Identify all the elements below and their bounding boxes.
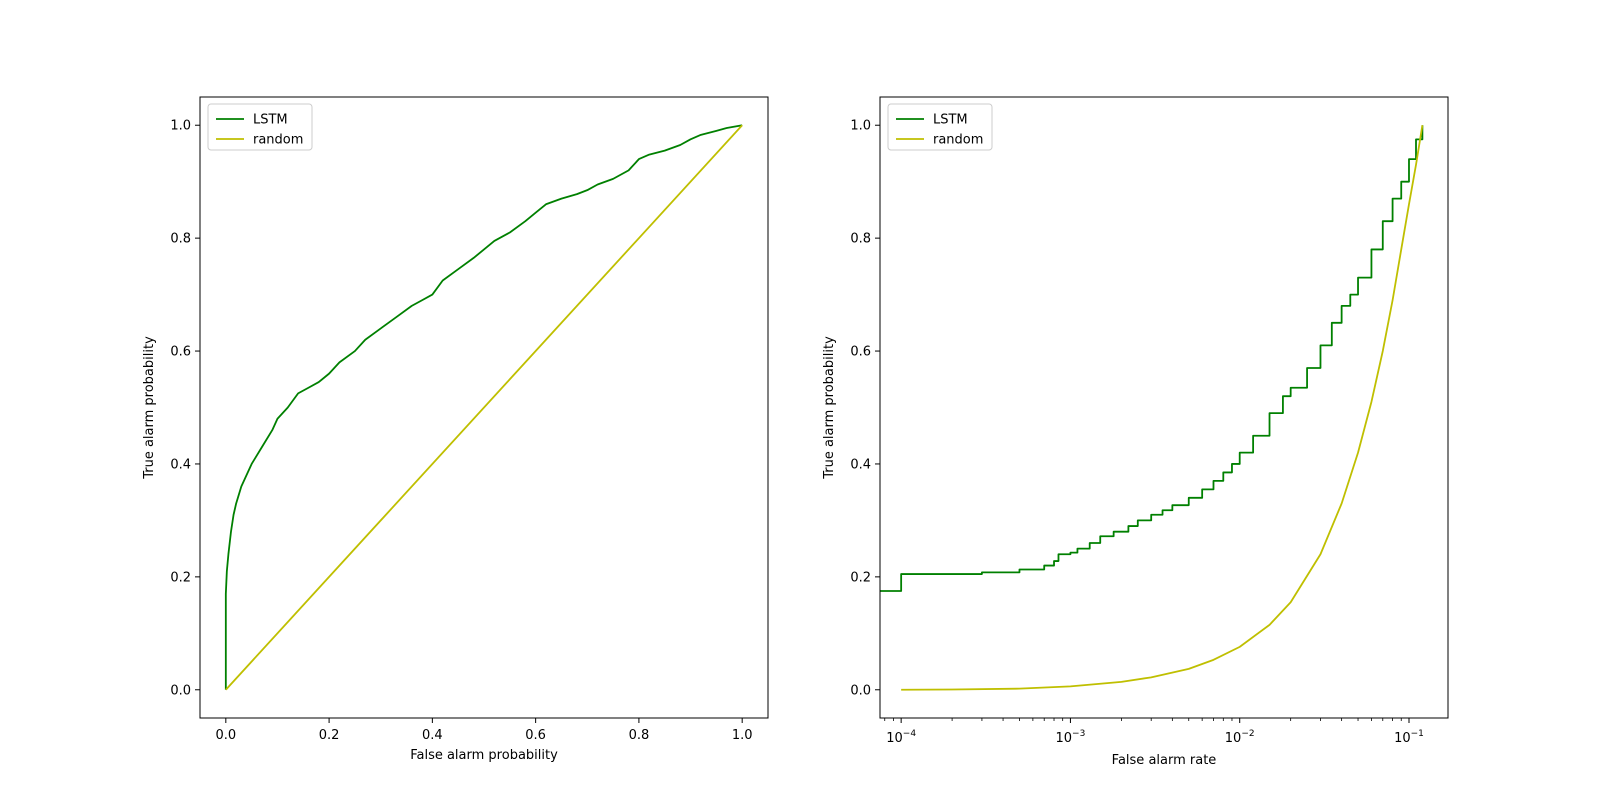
x-tick-label: 10−1 xyxy=(1394,729,1424,746)
y-axis-label: True alarm probability xyxy=(142,336,157,480)
x-tick-label: 0.2 xyxy=(319,728,340,743)
y-tick-label: 1.0 xyxy=(850,119,871,134)
plot-frame xyxy=(879,96,1449,719)
y-tick-label: 0.4 xyxy=(850,457,871,472)
series-line-lstm xyxy=(880,125,1424,592)
x-tick-label: 1.0 xyxy=(732,728,753,743)
x-axis-label: False alarm rate xyxy=(1112,753,1217,768)
legend-label-random: random xyxy=(933,133,983,148)
x-tick-label: 10−3 xyxy=(1056,729,1086,746)
legend: LSTM random xyxy=(887,103,993,151)
x-tick-label: 0.0 xyxy=(215,728,236,743)
y-tick-label: 0.6 xyxy=(850,345,871,360)
y-tick-label: 0.0 xyxy=(170,683,191,698)
x-tick-label: 0.4 xyxy=(422,728,443,743)
y-tick-label: 1.0 xyxy=(170,119,191,134)
y-tick-label: 0.4 xyxy=(170,457,191,472)
y-tick-label: 0.0 xyxy=(850,683,871,698)
y-tick-label: 0.2 xyxy=(850,570,871,585)
series-line-random xyxy=(901,125,1424,691)
y-tick-label: 0.8 xyxy=(170,232,191,247)
chart-right: 10−4 10−3 10−2 10−1 0.0 0.2 0.4 0.6 0.8 1.0 False … xyxy=(822,96,1449,768)
series-line-lstm xyxy=(224,124,743,690)
legend-label-lstm: LSTM xyxy=(253,113,288,128)
chart-left: 0.0 0.2 0.4 0.6 0.8 1.0 0.0 0.2 0.4 0.6 0.8 1.0 Fals… xyxy=(142,96,769,763)
y-axis-label: True alarm probability xyxy=(822,336,837,480)
x-tick-label: 10−2 xyxy=(1225,729,1255,746)
x-tick-label: 0.8 xyxy=(629,728,650,743)
y-tick-label: 0.6 xyxy=(170,345,191,360)
series-line-random xyxy=(225,124,743,691)
legend: LSTM random xyxy=(207,103,313,151)
legend-label-lstm: LSTM xyxy=(933,113,968,128)
x-tick-label: 10−4 xyxy=(886,729,916,746)
x-tick-label: 0.6 xyxy=(525,728,546,743)
x-axis-label: False alarm probability xyxy=(410,748,558,763)
legend-label-random: random xyxy=(253,133,303,148)
plot-frame xyxy=(199,96,769,719)
y-tick-label: 0.2 xyxy=(170,570,191,585)
y-tick-label: 0.8 xyxy=(850,232,871,247)
